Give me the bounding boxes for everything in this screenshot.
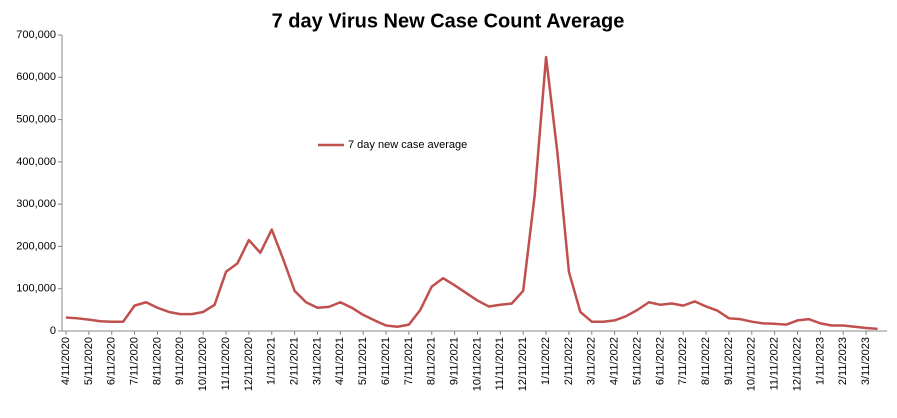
x-tick-label: 12/11/2022 bbox=[791, 337, 803, 391]
x-tick-label: 9/11/2020 bbox=[174, 337, 186, 385]
y-tick-label: 100,000 bbox=[16, 283, 56, 295]
x-tick-label: 4/11/2020 bbox=[60, 337, 72, 385]
x-tick-label: 11/11/2021 bbox=[494, 337, 506, 390]
x-tick-label: 6/11/2022 bbox=[654, 337, 666, 385]
x-tick-label: 3/11/2022 bbox=[586, 337, 598, 385]
x-tick-label: 10/11/2020 bbox=[197, 337, 209, 391]
x-tick-label: 4/11/2022 bbox=[609, 337, 621, 385]
x-tick-label: 9/11/2022 bbox=[723, 337, 735, 385]
x-tick-label: 8/11/2020 bbox=[151, 337, 163, 385]
x-tick-label: 3/11/2023 bbox=[860, 337, 872, 385]
y-tick-label: 200,000 bbox=[16, 240, 56, 252]
line bbox=[65, 55, 878, 331]
x-tick-label: 8/11/2022 bbox=[700, 337, 712, 385]
x-tick-label: 5/11/2022 bbox=[631, 337, 643, 385]
x-tick-label: 1/11/2023 bbox=[814, 337, 826, 385]
x-tick-label: 2/11/2023 bbox=[837, 337, 849, 385]
x-tick-label: 3/11/2021 bbox=[311, 337, 323, 385]
x-tick-label: 2/11/2021 bbox=[289, 337, 301, 385]
x-tick-label: 5/11/2020 bbox=[83, 337, 95, 385]
x-tick-label: 5/11/2021 bbox=[357, 337, 369, 385]
y-tick-label: 700,000 bbox=[16, 29, 56, 41]
x-tick-label: 11/11/2022 bbox=[769, 337, 781, 390]
y-tick-label: 300,000 bbox=[16, 198, 56, 210]
legend-label: 7 day new case average bbox=[348, 139, 467, 151]
x-tick-label: 12/11/2021 bbox=[517, 337, 529, 391]
x-tick-label: 12/11/2020 bbox=[243, 337, 255, 391]
y-tick-label: 400,000 bbox=[16, 156, 56, 168]
x-tick-label: 7/11/2020 bbox=[128, 337, 140, 385]
x-tick-label: 1/11/2021 bbox=[266, 337, 278, 385]
x-tick-label: 10/11/2022 bbox=[746, 337, 758, 391]
x-tick-label: 6/11/2020 bbox=[106, 337, 118, 385]
x-tick-label: 7/11/2022 bbox=[677, 337, 689, 385]
x-tick-label: 1/11/2022 bbox=[540, 337, 552, 385]
x-tick-label: 2/11/2022 bbox=[563, 337, 575, 385]
y-tick-label: 600,000 bbox=[16, 71, 56, 83]
x-tick-label: 9/11/2021 bbox=[449, 337, 461, 385]
x-tick-label: 10/11/2021 bbox=[471, 337, 483, 391]
x-tick-label: 7/11/2021 bbox=[403, 337, 415, 385]
x-tick-label: 8/11/2021 bbox=[426, 337, 438, 385]
x-tick-label: 6/11/2021 bbox=[380, 337, 392, 385]
y-tick-label: 0 bbox=[50, 325, 56, 337]
chart-title: 7 day Virus New Case Count Average bbox=[272, 10, 625, 32]
x-tick-label: 11/11/2020 bbox=[220, 337, 232, 390]
x-tick-label: 4/11/2021 bbox=[334, 337, 346, 385]
y-tick-label: 500,000 bbox=[16, 113, 56, 125]
